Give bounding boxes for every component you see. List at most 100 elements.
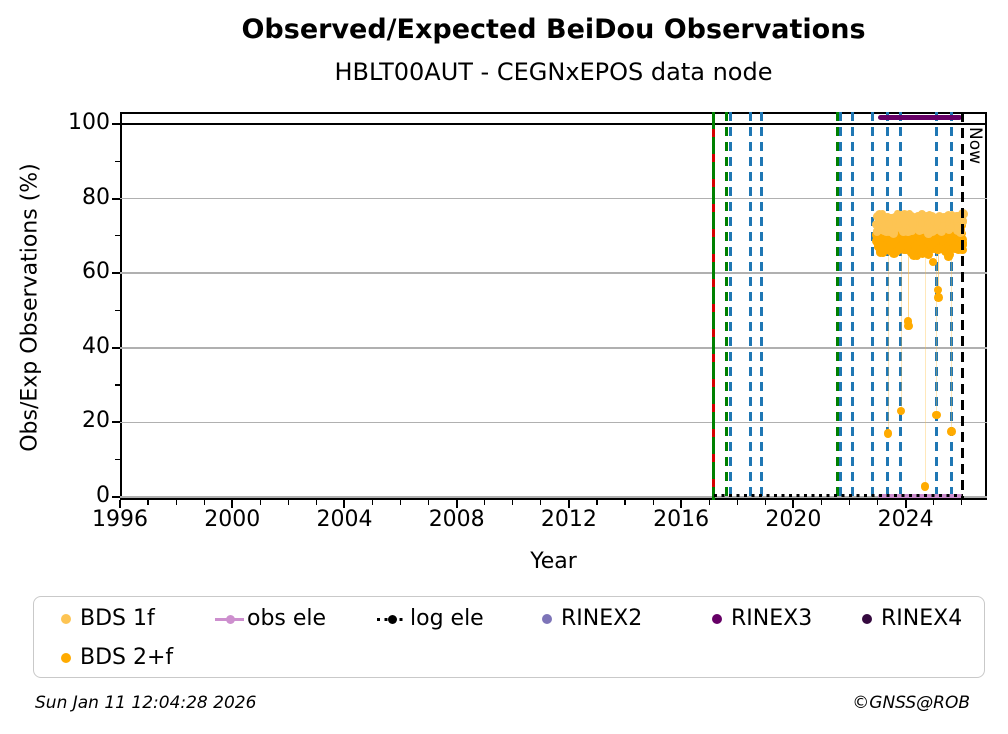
- x-tick-label: 2000: [204, 507, 261, 532]
- x-minor-tick: [175, 500, 177, 505]
- legend-marker-bds-2-f: [61, 653, 71, 663]
- cluster-point: [890, 234, 900, 245]
- y-major-tick: [112, 496, 120, 498]
- cluster-point: [914, 211, 923, 221]
- y-tick-label: 20: [82, 408, 110, 434]
- x-tick-label: 2020: [765, 507, 822, 532]
- x-minor-tick: [371, 500, 374, 505]
- cluster-point: [903, 243, 912, 252]
- x-tick-label: 1996: [92, 507, 148, 532]
- x-minor-tick: [596, 500, 598, 505]
- cluster-point: [927, 226, 937, 236]
- x-major-tick: [904, 500, 907, 508]
- outlier-point: [928, 257, 938, 267]
- event-line: [949, 112, 953, 500]
- y-minor-tick: [115, 160, 120, 162]
- connector-line: [924, 250, 926, 487]
- legend-marker-obs-ele: [225, 614, 235, 624]
- timestamp-label: Sun Jan 11 12:04:28 2026: [35, 693, 257, 713]
- cluster-point: [895, 211, 905, 220]
- series-dotted-line-log-ele: [713, 494, 963, 498]
- chart-subtitle: HBLT00AUT - CEGNxEPOS data node: [334, 58, 773, 86]
- connector-line: [951, 250, 953, 432]
- legend-box: BDS 1f obs ele log ele RINEX2 RINEX3 RINEX4 BD…: [33, 596, 985, 678]
- cluster-point: [927, 240, 936, 250]
- x-minor-tick: [512, 500, 514, 505]
- y-gridline: [120, 272, 987, 274]
- cluster-point: [899, 215, 909, 225]
- connector-line: [900, 250, 902, 412]
- legend-label-rinex4: RINEX4: [881, 606, 963, 631]
- x-minor-tick: [315, 500, 317, 505]
- y-gridline: [120, 197, 987, 200]
- x-minor-tick: [287, 500, 289, 505]
- event-line: [871, 112, 875, 500]
- outlier-point: [932, 410, 941, 420]
- x-major-tick: [680, 500, 683, 508]
- x-major-tick: [567, 500, 570, 508]
- legend-label-bds-1f: BDS 1f: [80, 606, 155, 631]
- cluster-point: [876, 244, 886, 253]
- cluster-point: [872, 227, 882, 236]
- x-minor-tick: [736, 500, 738, 505]
- cluster-point: [908, 218, 918, 228]
- x-minor-tick: [876, 500, 879, 505]
- cluster-point: [924, 219, 935, 230]
- connector-line: [936, 250, 938, 415]
- cluster-point: [899, 226, 908, 236]
- x-major-tick: [455, 500, 458, 508]
- outlier-point: [883, 429, 893, 438]
- x-minor-tick: [820, 500, 823, 505]
- outlier-point: [904, 321, 913, 331]
- x-minor-tick: [624, 500, 626, 505]
- event-line: [851, 112, 855, 500]
- outlier-point: [896, 406, 906, 416]
- legend-label-log-ele: log ele: [410, 606, 484, 631]
- x-major-tick: [119, 500, 121, 508]
- reference-line-100: [120, 122, 987, 126]
- event-line: [712, 112, 716, 500]
- cluster-point: [937, 221, 946, 230]
- outlier-point: [934, 293, 943, 302]
- x-minor-tick: [428, 500, 430, 505]
- outlier-point: [903, 317, 913, 326]
- legend-marker-rinex2: [542, 614, 552, 624]
- cluster-point: [917, 238, 926, 247]
- cluster-point: [910, 241, 919, 250]
- event-line: [725, 112, 729, 500]
- x-minor-tick: [708, 500, 710, 505]
- legend-marker-rinex4: [862, 614, 872, 624]
- cluster-point: [932, 236, 941, 245]
- connector-line: [938, 250, 940, 298]
- connector-line: [908, 250, 910, 327]
- cluster-point: [909, 230, 920, 241]
- series-line-rinex3: [878, 114, 963, 121]
- cluster-point: [883, 227, 892, 236]
- x-tick-label: 2016: [653, 507, 710, 532]
- event-line: [886, 112, 890, 500]
- x-axis-label: Year: [530, 549, 577, 574]
- y-gridline: [120, 347, 987, 349]
- cluster-point: [938, 236, 947, 245]
- x-minor-tick: [147, 500, 149, 505]
- y-minor-tick: [115, 459, 120, 461]
- cluster-point: [921, 224, 929, 233]
- plot-area: [120, 112, 987, 500]
- y-tick-label: 40: [82, 333, 110, 359]
- outlier-point: [933, 285, 943, 295]
- y-tick-label: 80: [82, 184, 110, 210]
- cluster-point: [948, 213, 955, 220]
- event-line: [759, 112, 763, 500]
- cluster-point: [917, 220, 925, 228]
- cluster-point: [890, 212, 900, 222]
- legend-marker-bds-1f: [61, 614, 71, 624]
- x-minor-tick: [484, 500, 486, 505]
- event-line: [729, 112, 733, 500]
- cluster-point: [931, 245, 939, 253]
- cluster-point: [889, 228, 899, 238]
- x-minor-tick: [961, 500, 963, 505]
- cluster-point: [883, 234, 893, 245]
- x-major-tick: [231, 500, 234, 508]
